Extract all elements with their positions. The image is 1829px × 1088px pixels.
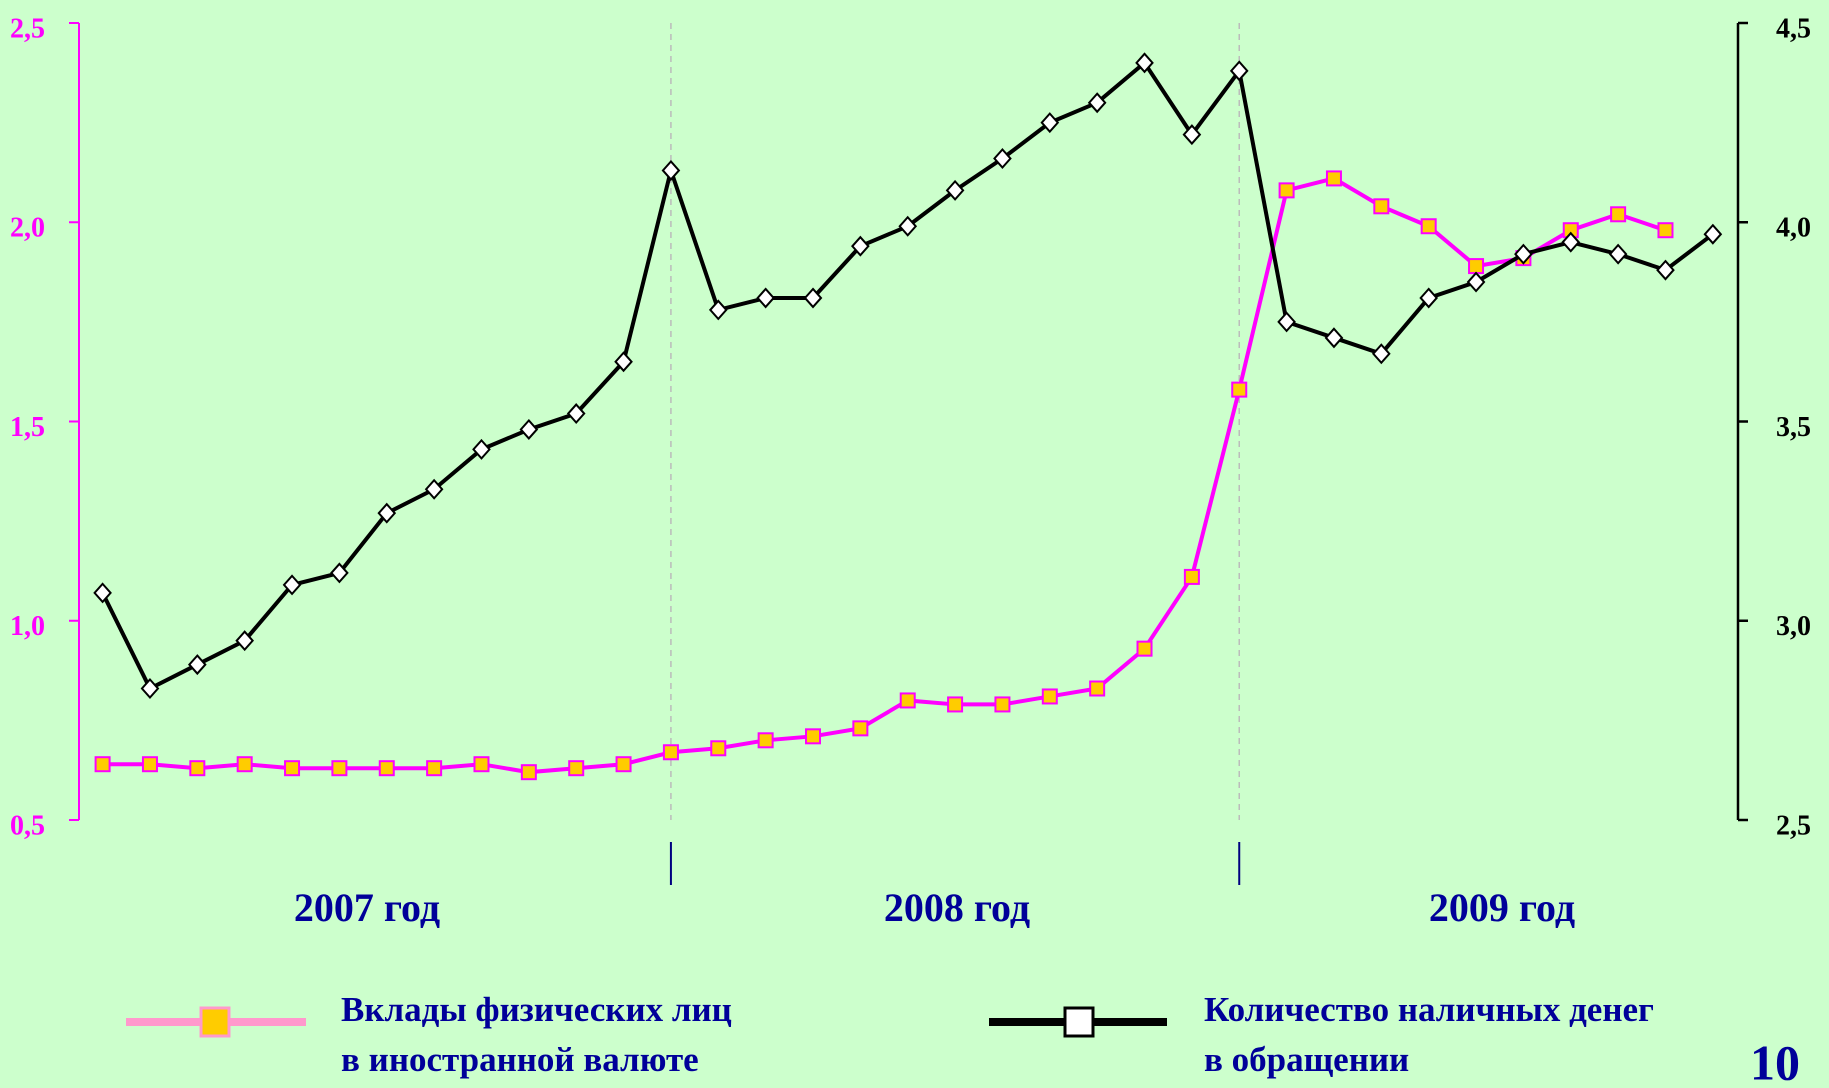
point-marker	[377, 502, 397, 524]
point-marker	[1468, 258, 1485, 275]
y-tick-label: 2,5	[10, 13, 45, 44]
point-marker	[1656, 259, 1675, 281]
point-marker	[945, 179, 965, 201]
page-number: 10	[1750, 1034, 1800, 1088]
point-marker	[330, 562, 349, 584]
y2-tick-label: 3,0	[1776, 611, 1811, 642]
point-marker	[473, 756, 490, 773]
point-marker	[1466, 271, 1486, 293]
legend-label: Количество наличных денег в обращении	[1204, 990, 1654, 1079]
point-marker	[803, 287, 823, 309]
point-marker	[899, 692, 916, 709]
point-marker	[1136, 640, 1153, 657]
point-marker	[898, 215, 918, 237]
point-marker	[662, 744, 679, 761]
point-marker	[994, 696, 1011, 713]
point-marker	[1135, 52, 1154, 74]
point-marker	[331, 760, 348, 777]
legend-label-line: Количество наличных денег	[1204, 990, 1654, 1029]
point-marker	[378, 760, 395, 777]
y2-tick-label: 4,5	[1776, 13, 1811, 44]
point-marker	[708, 299, 728, 321]
y2-tick-label: 4,0	[1776, 213, 1811, 244]
point-marker	[1657, 222, 1674, 239]
legend-label-line: в иностранной валюте	[341, 1040, 699, 1079]
point-marker	[851, 235, 870, 257]
point-marker	[1608, 243, 1628, 265]
point-marker	[236, 756, 253, 773]
point-marker	[235, 630, 255, 652]
point-marker	[140, 677, 160, 700]
point-marker	[472, 438, 491, 460]
point-marker	[93, 582, 112, 604]
point-marker	[1419, 287, 1439, 309]
point-marker	[993, 147, 1012, 169]
point-marker	[426, 760, 443, 777]
point-marker	[1087, 92, 1107, 114]
point-marker	[568, 760, 585, 777]
point-marker	[1610, 206, 1627, 223]
point-marker	[94, 756, 111, 773]
series-line	[102, 176, 1667, 775]
point-marker	[757, 732, 774, 749]
y-tick-label: 2,0	[10, 213, 45, 244]
point-marker	[1229, 60, 1249, 82]
point-marker	[756, 287, 775, 309]
point-marker	[1420, 218, 1437, 235]
point-marker	[141, 756, 158, 773]
legend-label: Вклады физических лиц в иностранной валют…	[341, 990, 732, 1079]
point-marker	[1561, 231, 1581, 253]
year-label: 2009 год	[1429, 885, 1575, 930]
point-marker	[1182, 124, 1202, 146]
year-label: 2008 год	[884, 885, 1030, 930]
point-marker	[710, 740, 727, 757]
point-marker	[1325, 170, 1342, 187]
point-marker	[1278, 182, 1295, 199]
point-marker	[1703, 223, 1723, 245]
y2-tick-label: 2,5	[1776, 810, 1811, 841]
point-marker	[520, 764, 537, 781]
point-marker	[1324, 327, 1344, 349]
legend-label-line: в обращении	[1204, 1040, 1409, 1079]
legend-marker	[1063, 1006, 1095, 1038]
point-marker	[424, 478, 444, 500]
y-tick-label: 1,5	[10, 412, 45, 443]
point-marker	[282, 574, 302, 596]
point-marker	[1373, 198, 1390, 215]
point-marker	[1277, 311, 1296, 333]
point-marker	[1231, 381, 1248, 398]
point-marker	[947, 696, 964, 713]
point-marker	[189, 760, 206, 777]
point-marker	[1089, 680, 1106, 697]
point-marker	[284, 760, 301, 777]
point-marker	[1041, 688, 1058, 705]
point-marker	[614, 351, 633, 373]
legend-marker	[199, 1006, 231, 1038]
y-tick-label: 1,0	[10, 611, 45, 642]
y-tick-label: 0,5	[10, 810, 45, 841]
legend-label-line: Вклады физических лиц	[341, 990, 732, 1029]
point-marker	[615, 756, 632, 773]
point-marker	[852, 720, 869, 737]
point-marker	[1514, 243, 1533, 265]
point-marker	[566, 403, 586, 425]
point-marker	[1040, 112, 1060, 134]
point-marker	[661, 159, 681, 181]
point-marker	[1371, 343, 1391, 365]
y2-tick-label: 3,5	[1776, 412, 1811, 443]
year-label: 2007 год	[294, 885, 440, 930]
point-marker	[805, 728, 821, 745]
point-marker	[519, 418, 539, 440]
point-marker	[1183, 568, 1200, 585]
point-marker	[187, 654, 207, 676]
